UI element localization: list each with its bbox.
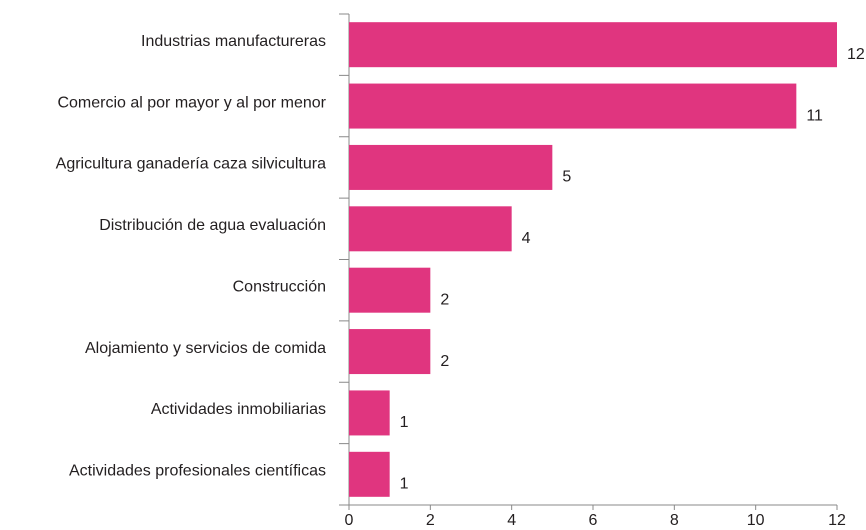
value-label: 2 [440,291,449,308]
bar [349,83,797,129]
value-label: 12 [847,46,865,63]
x-tick-label: 4 [507,512,516,529]
y-tick-label: Industrias manufactureras [141,33,326,50]
x-tick-label: 12 [828,512,846,529]
x-tick-label: 10 [747,512,765,529]
bar [349,144,553,190]
value-label: 2 [440,353,449,370]
value-label: 1 [400,476,409,493]
bar [349,22,837,68]
x-tick-label: 2 [426,512,435,529]
value-label: 1 [400,414,409,431]
value-label: 4 [522,230,531,247]
value-label: 11 [806,107,823,124]
bar [349,390,390,436]
x-tick-label: 0 [345,512,354,529]
value-label: 5 [562,169,571,186]
bar [349,206,512,252]
y-tick-label: Actividades inmobiliarias [151,401,326,418]
y-tick-label: Alojamiento y servicios de comida [85,340,326,357]
y-tick-label: Construcción [233,278,326,295]
bar [349,451,390,497]
y-tick-label: Actividades profesionales científicas [69,463,326,480]
y-tick-label: Distribución de agua evaluación [99,217,326,234]
bar [349,267,431,313]
y-tick-label: Comercio al por mayor y al por menor [57,94,326,111]
y-tick-label: Agricultura ganadería caza silvicultura [56,156,326,173]
x-tick-label: 6 [589,512,598,529]
x-tick-label: 8 [670,512,679,529]
bar [349,329,431,375]
